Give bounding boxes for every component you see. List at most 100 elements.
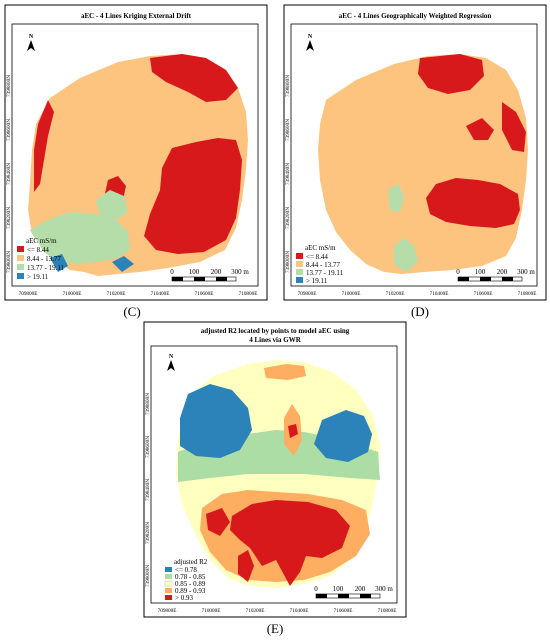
- y-tick: 7398200N: [145, 522, 151, 544]
- svg-text:300 m: 300 m: [231, 268, 249, 276]
- legend-label: 8.44 - 13.77: [27, 255, 61, 263]
- x-tick: 710200E: [107, 291, 126, 297]
- legend-label: 13.77 - 19.11: [306, 269, 344, 277]
- panel-e-orange-top: [264, 364, 306, 380]
- svg-text:0: 0: [456, 268, 460, 276]
- legend-label: 0.89 - 0.93: [175, 587, 206, 595]
- panel-e-low-east: [314, 410, 372, 462]
- legend-label: > 19.11: [306, 277, 328, 285]
- panel-c-y-ticks: 7398000N 7398200N 7398400N 7398600N 7398…: [6, 75, 12, 273]
- legend-label: > 0.93: [175, 594, 193, 602]
- panel-e-red-southwest: [238, 550, 254, 582]
- north-arrow-icon: N: [167, 354, 175, 371]
- svg-text:0: 0: [314, 585, 318, 593]
- legend-title: aEC mS/m: [305, 244, 336, 252]
- svg-text:100: 100: [189, 268, 200, 276]
- y-tick: 7398400N: [285, 163, 291, 185]
- panel-c-label: (C): [123, 304, 140, 319]
- y-tick: 7398200N: [6, 207, 12, 229]
- panel-c-low-west: [34, 100, 54, 192]
- panel-c-scale-bar: 0 100 200 300 m: [170, 268, 249, 282]
- panel-c-legend: aEC mS/m <= 8.44 8.44 - 13.77 13.77 - 19…: [17, 237, 65, 281]
- legend-swatch: [296, 269, 303, 275]
- panel-e-red-west: [206, 508, 230, 536]
- svg-text:200: 200: [355, 585, 366, 593]
- panel-d-field: [318, 54, 528, 274]
- y-tick: 7398400N: [6, 163, 12, 185]
- panel-c-mid-south: [30, 212, 130, 264]
- legend-label: <= 0.78: [175, 566, 197, 574]
- panel-d-low-north: [418, 54, 484, 94]
- panel-d-title: aEC - 4 Lines Geographically Weighted Re…: [339, 12, 492, 20]
- legend-swatch: [165, 588, 172, 593]
- panel-c-low-north: [150, 54, 238, 102]
- panel-d-low-east: [502, 102, 526, 152]
- legend-swatch: [296, 261, 303, 267]
- x-tick: 709800E: [298, 291, 317, 297]
- legend-swatch: [164, 580, 173, 587]
- legend-title: adjusted R2: [174, 558, 208, 566]
- y-tick: 7398000N: [285, 251, 291, 273]
- x-tick: 710600E: [195, 291, 214, 297]
- panel-c-title: aEC - 4 Lines Kriging External Drift: [81, 12, 192, 20]
- svg-text:N: N: [29, 34, 34, 40]
- panel-c-high-b: [112, 256, 134, 272]
- legend-swatch: [17, 255, 24, 261]
- legend-title: aEC mS/m: [26, 237, 57, 245]
- legend-label: 0.85 - 0.89: [175, 580, 206, 588]
- legend-swatch: [17, 246, 24, 252]
- y-tick: 7398400N: [145, 479, 151, 501]
- panel-c-high-a: [50, 254, 68, 272]
- x-tick: 710000E: [342, 291, 361, 297]
- panel-e-red-dot: [288, 424, 298, 438]
- x-tick: 710400E: [151, 291, 170, 297]
- x-tick: 710200E: [386, 291, 405, 297]
- panel-c-low-east: [144, 138, 242, 254]
- legend-swatch: [296, 253, 303, 259]
- panel-e-y-ticks: 7398000N 7398200N 7398400N 7398600N 7398…: [145, 393, 151, 587]
- y-tick: 7398200N: [285, 207, 291, 229]
- svg-text:300 m: 300 m: [517, 268, 535, 276]
- x-tick: 710600E: [334, 608, 353, 614]
- legend-swatch: [165, 595, 172, 600]
- x-tick: 709800E: [19, 291, 38, 297]
- x-tick: 710400E: [290, 608, 309, 614]
- svg-text:100: 100: [333, 585, 344, 593]
- panel-e-scale-bar: 0 100 200 300 m: [314, 585, 393, 599]
- legend-swatch: [17, 264, 24, 270]
- panel-d-x-ticks: 709800E 710000E 710200E 710400E 710600E …: [298, 291, 537, 297]
- panel-c-map: [28, 54, 248, 276]
- svg-text:100: 100: [475, 268, 486, 276]
- x-tick: 710800E: [239, 291, 258, 297]
- x-tick: 710400E: [430, 291, 449, 297]
- panel-d-label: (D): [411, 304, 429, 319]
- legend-label: 13.77 - 19.11: [27, 264, 65, 272]
- y-tick: 7398800N: [6, 75, 12, 97]
- panel-d-low-center: [466, 118, 494, 140]
- panel-d-low-south: [426, 178, 520, 228]
- panel-d: aEC - 4 Lines Geographically Weighted Re…: [283, 4, 547, 319]
- x-tick: 710200E: [246, 608, 265, 614]
- y-tick: 7398800N: [285, 75, 291, 97]
- svg-text:200: 200: [211, 268, 222, 276]
- x-tick: 709800E: [158, 608, 177, 614]
- y-tick: 7398600N: [6, 119, 12, 141]
- panel-e: adjusted R2 located by points to model a…: [143, 321, 407, 636]
- x-tick: 710600E: [474, 291, 493, 297]
- panel-e-map: [176, 360, 380, 588]
- svg-text:300 m: 300 m: [375, 585, 393, 593]
- y-tick: 7398000N: [6, 251, 12, 273]
- north-arrow-icon: N: [306, 34, 314, 51]
- legend-swatch: [165, 574, 172, 579]
- legend-label: > 19.11: [27, 273, 49, 281]
- legend-swatch: [165, 567, 172, 572]
- y-tick: 7398000N: [145, 565, 151, 587]
- north-arrow-icon: N: [27, 34, 35, 51]
- panel-d-y-ticks: 7398000N 7398200N 7398400N 7398600N 7398…: [285, 75, 291, 273]
- panel-c-mid-north: [96, 190, 128, 220]
- panel-d-mid-south: [394, 238, 418, 272]
- y-tick: 7398800N: [145, 393, 151, 415]
- legend-label: <= 8.44: [306, 253, 328, 261]
- panel-e-label: (E): [267, 621, 284, 636]
